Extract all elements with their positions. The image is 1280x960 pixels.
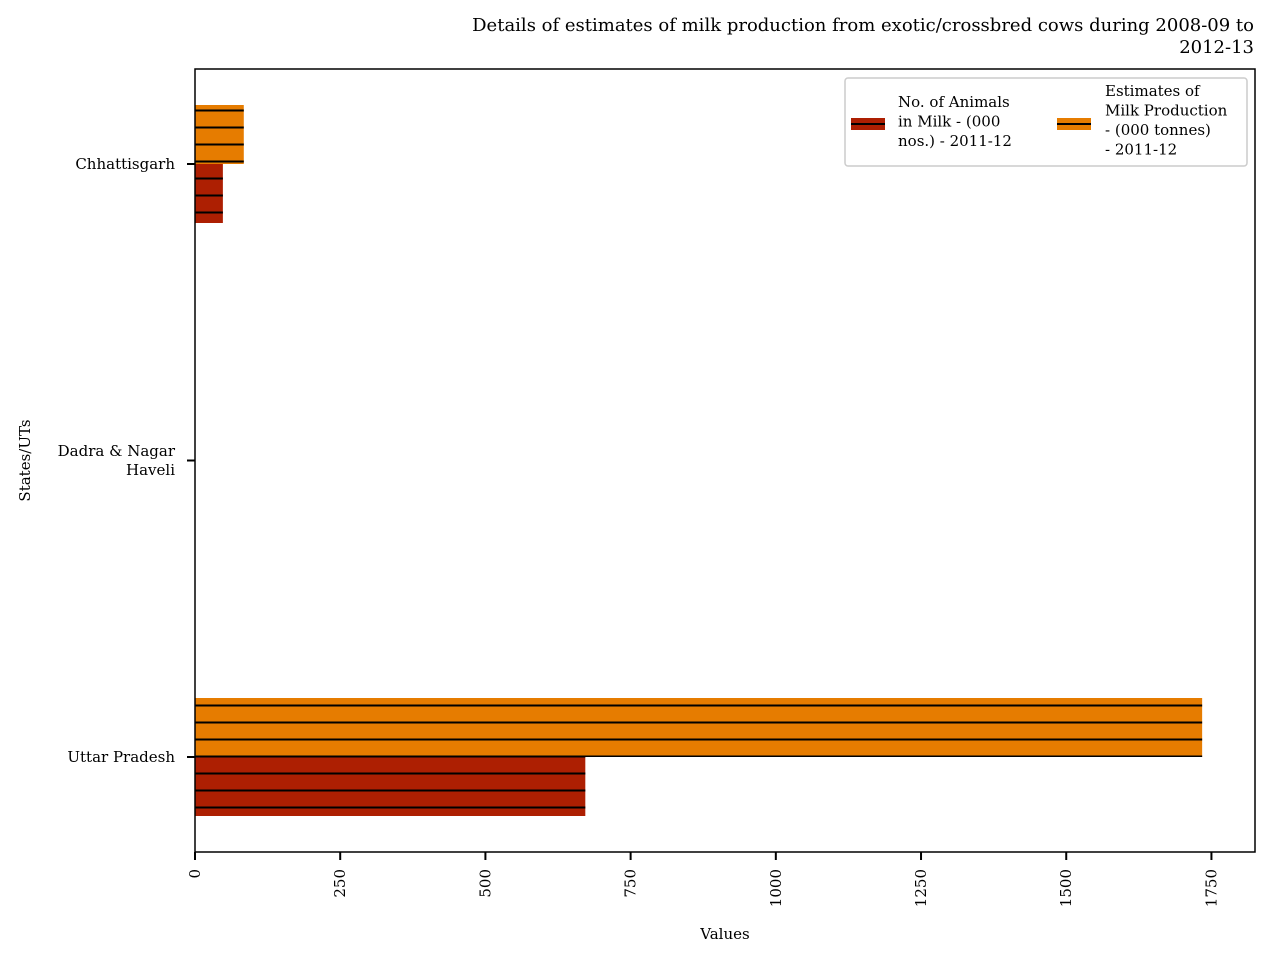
legend-item: Estimates of Milk Production - (000 tonnes… xyxy=(1057,82,1228,159)
x-tick-label: 1750 xyxy=(1202,869,1220,907)
y-tick-label: Chhattisgarh xyxy=(75,155,175,173)
bar xyxy=(195,757,586,816)
legend-item: No. of Animals in Milk - (000 nos.) - 2011… xyxy=(851,93,1012,150)
legend-box xyxy=(844,77,1248,167)
x-axis: 0 250 500 750 1000 1250 1500 1750 xyxy=(186,852,1220,907)
y-axis-label: States/UTs xyxy=(16,419,34,501)
bar xyxy=(195,105,244,164)
x-tick-label: 1000 xyxy=(767,869,785,907)
y-tick-label: Uttar Pradesh xyxy=(67,748,175,766)
x-tick-label: 500 xyxy=(476,869,494,898)
y-axis: Chhattisgarh Dadra & Nagar Haveli Uttar Pra… xyxy=(58,155,195,766)
legend-swatch xyxy=(1057,118,1091,130)
x-tick-label: 1500 xyxy=(1057,869,1075,907)
legend: No. of Animals in Milk - (000 nos.) - 2011… xyxy=(844,77,1248,167)
legend-label: Estimates of Milk Production - (000 tonnes… xyxy=(1105,82,1228,159)
bar xyxy=(195,164,223,223)
chart-title-line: Details of estimates of milk production … xyxy=(472,15,1254,36)
chart-title-line: 2012-13 xyxy=(1179,37,1254,58)
x-tick-label: 1250 xyxy=(912,869,930,907)
legend-swatch xyxy=(851,118,885,130)
bar xyxy=(195,698,1203,757)
x-tick-label: 0 xyxy=(186,869,204,879)
x-tick-label: 250 xyxy=(331,869,349,898)
x-axis-label: Values xyxy=(699,925,749,943)
legend-label: No. of Animals in Milk - (000 nos.) - 2011… xyxy=(898,93,1012,150)
bars-group xyxy=(195,105,1203,816)
chart-title: Details of estimates of milk production … xyxy=(472,15,1254,58)
y-tick-label: Dadra & Nagar Haveli xyxy=(58,442,176,479)
x-tick-label: 750 xyxy=(622,869,640,898)
